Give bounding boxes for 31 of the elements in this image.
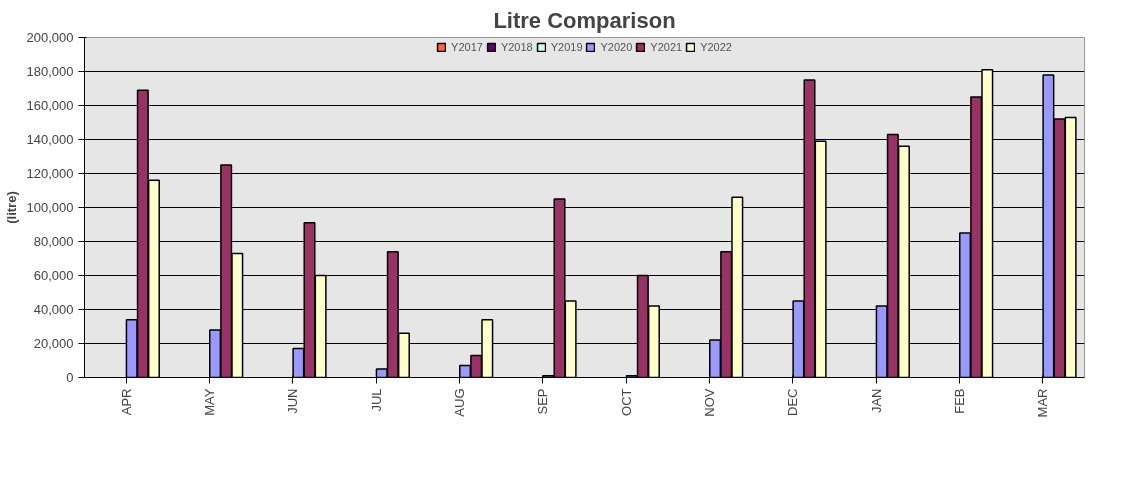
legend-label: Y2017 — [451, 41, 483, 53]
x-tick-label: FEB — [952, 388, 967, 414]
legend-label: Y2022 — [700, 41, 732, 53]
y-tick-label: 100,000 — [26, 200, 74, 215]
x-tick-label: MAY — [202, 388, 217, 416]
y-tick-label: 80,000 — [33, 234, 74, 249]
y-tick-label: 180,000 — [26, 64, 74, 79]
x-tick-label: NOV — [702, 388, 717, 417]
x-tick-label: DEC — [785, 388, 801, 416]
legend-label: Y2019 — [550, 41, 583, 53]
x-tick-label: JAN — [868, 388, 884, 414]
y-tick-label: 200,000 — [26, 30, 74, 45]
x-tick-label: APR — [118, 388, 134, 416]
y-tick-label: 160,000 — [26, 98, 74, 113]
legend-label: Y2018 — [500, 41, 533, 53]
y-tick-label: 40,000 — [33, 302, 74, 317]
legend-label: Y2021 — [650, 41, 683, 53]
x-tick-label: OCT — [618, 388, 634, 416]
y-tick-label: 0 — [66, 370, 74, 385]
x-tick-label: MAR — [1035, 388, 1051, 418]
x-tick-label: AUG — [452, 388, 467, 417]
y-tick-label: 60,000 — [33, 268, 74, 283]
x-tick-label: JUN — [285, 388, 301, 414]
chart-title: Litre Comparison — [493, 7, 676, 33]
y-tick-label: 20,000 — [33, 336, 74, 351]
x-tick-label: SEP — [535, 388, 551, 415]
y-tick-label: 120,000 — [26, 166, 74, 181]
y-axis-title: (litre) — [3, 191, 19, 224]
x-tick-label: JUL — [368, 388, 384, 412]
y-tick-label: 140,000 — [26, 132, 74, 147]
legend-label: Y2020 — [600, 41, 633, 53]
